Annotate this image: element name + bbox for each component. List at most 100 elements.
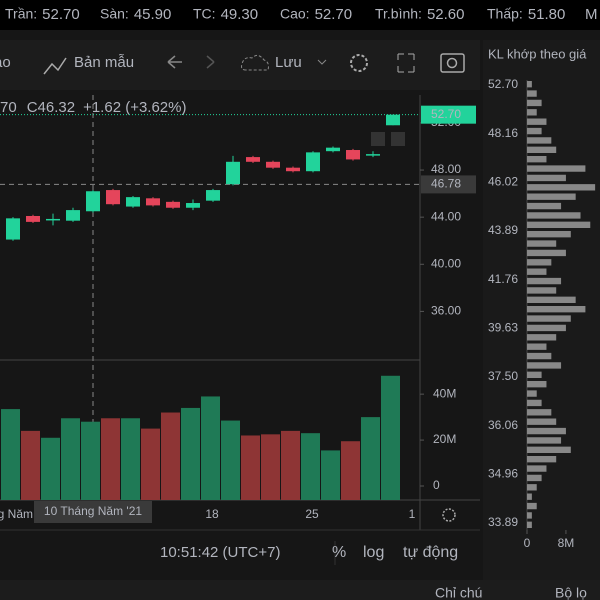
stat-value: 45.90: [134, 6, 172, 23]
candle-body: [146, 198, 160, 206]
candle-body: [226, 161, 240, 185]
volume-bar: [301, 433, 320, 500]
profile-bar: [527, 268, 547, 275]
profile-bar: [527, 465, 547, 472]
stat-value: 49.30: [221, 6, 259, 23]
volume-bar: [221, 420, 240, 500]
profile-bar: [527, 184, 596, 191]
stat-label: Cao:: [280, 6, 310, 22]
toolbar-item[interactable]: Lưu: [275, 54, 302, 71]
profile-bar: [527, 371, 542, 378]
profile-bar: [527, 512, 532, 519]
profile-bar: [527, 381, 547, 388]
camera-icon[interactable]: [440, 53, 465, 73]
profile-bar: [527, 343, 547, 350]
volume-bar: [61, 418, 80, 500]
profile-price-label: 46.02: [488, 175, 518, 189]
volume-bar: [201, 396, 220, 500]
auto-toggle[interactable]: tự động: [403, 544, 458, 561]
fullscreen-icon[interactable]: [397, 53, 415, 73]
profile-x-tick-label: 0: [524, 536, 531, 550]
profile-bar: [527, 165, 586, 172]
profile-bar: [527, 390, 537, 397]
camera-lens: [446, 57, 458, 69]
bottom-tab[interactable]: Bộ lọ: [555, 585, 587, 600]
bottom-tab[interactable]: Chỉ chú: [435, 585, 482, 600]
volume-bar: [361, 417, 380, 500]
stat-label: Trần:: [5, 6, 37, 22]
y-tick-label: 44.00: [431, 209, 461, 223]
candle-body: [386, 114, 400, 126]
y-tick-label: 48.00: [431, 162, 461, 176]
toolbar-item[interactable]: Bản mẫu: [74, 54, 134, 71]
profile-bar: [527, 99, 542, 107]
profile-bar: [527, 174, 566, 182]
dropdown-icon[interactable]: [317, 59, 327, 65]
profile-bar: [527, 324, 566, 332]
profile-bar: [527, 277, 562, 285]
candle-body: [46, 218, 60, 221]
profile-bar: [527, 334, 557, 341]
legend-text: 70: [0, 99, 17, 116]
redo-icon[interactable]: [206, 55, 215, 69]
candle-body: [186, 203, 200, 208]
candle-body: [366, 154, 380, 156]
x-tick-label: 25: [305, 507, 319, 521]
percent-toggle[interactable]: %: [332, 544, 346, 561]
profile-bar: [527, 437, 562, 444]
profile-bar: [527, 109, 537, 116]
last-price-box: [421, 105, 476, 124]
settings-icon[interactable]: [350, 54, 368, 72]
x-tick-label: 1: [409, 507, 416, 521]
stat-value: 52.70: [42, 6, 80, 23]
candle-body: [326, 147, 340, 152]
profile-bar: [527, 118, 547, 125]
profile-bar: [527, 240, 557, 247]
toolbar-item[interactable]: ảo: [0, 54, 11, 71]
profile-bar: [527, 81, 532, 88]
candle-body: [246, 157, 260, 162]
top-bar: [0, 0, 600, 30]
volume-bar: [161, 412, 180, 500]
log-toggle[interactable]: log: [363, 544, 384, 561]
volume-bar: [321, 450, 340, 500]
legend-text: C: [27, 99, 38, 116]
close-button[interactable]: [391, 132, 405, 146]
profile-x-tick-label: 8M: [558, 536, 575, 550]
axis-settings-icon[interactable]: [442, 508, 456, 522]
crosshair-time-label: 10 Tháng Năm '21: [44, 504, 142, 518]
stat-value: 52.70: [315, 6, 353, 23]
bottom-bar: [0, 580, 600, 600]
volume-bar: [241, 435, 260, 500]
profile-bar: [527, 456, 557, 463]
profile-price-label: 43.89: [488, 223, 518, 237]
volume-bar: [141, 428, 160, 500]
profile-bar: [527, 493, 532, 500]
cloud-icon[interactable]: [241, 54, 269, 71]
y-tick-label: 36.00: [431, 304, 461, 318]
candle-body: [26, 215, 40, 222]
candle-body: [206, 190, 220, 201]
volume-bar: [101, 418, 120, 500]
collapse-button[interactable]: [371, 132, 385, 146]
crosshair-price-box: [421, 175, 476, 194]
undo-icon[interactable]: [167, 55, 182, 69]
crosshair-price-label: 46.78: [431, 177, 461, 191]
profile-title: KL khớp theo giá: [488, 46, 587, 61]
volume-bar: [281, 430, 300, 500]
profile-price-label: 34.96: [488, 467, 518, 481]
volume-bar: [41, 437, 60, 500]
template-icon[interactable]: [43, 57, 67, 75]
profile-price-label: 41.76: [488, 272, 518, 286]
candle-body: [86, 191, 100, 212]
candle-body: [6, 218, 20, 240]
profile-bar: [527, 427, 566, 435]
crosshair-time-box: [34, 501, 152, 523]
candle-body: [346, 150, 360, 160]
profile-bar: [527, 306, 586, 313]
candle-body: [306, 152, 320, 172]
volume-bar: [1, 409, 20, 500]
profile-bar: [527, 221, 591, 228]
profile-bar: [527, 502, 537, 510]
